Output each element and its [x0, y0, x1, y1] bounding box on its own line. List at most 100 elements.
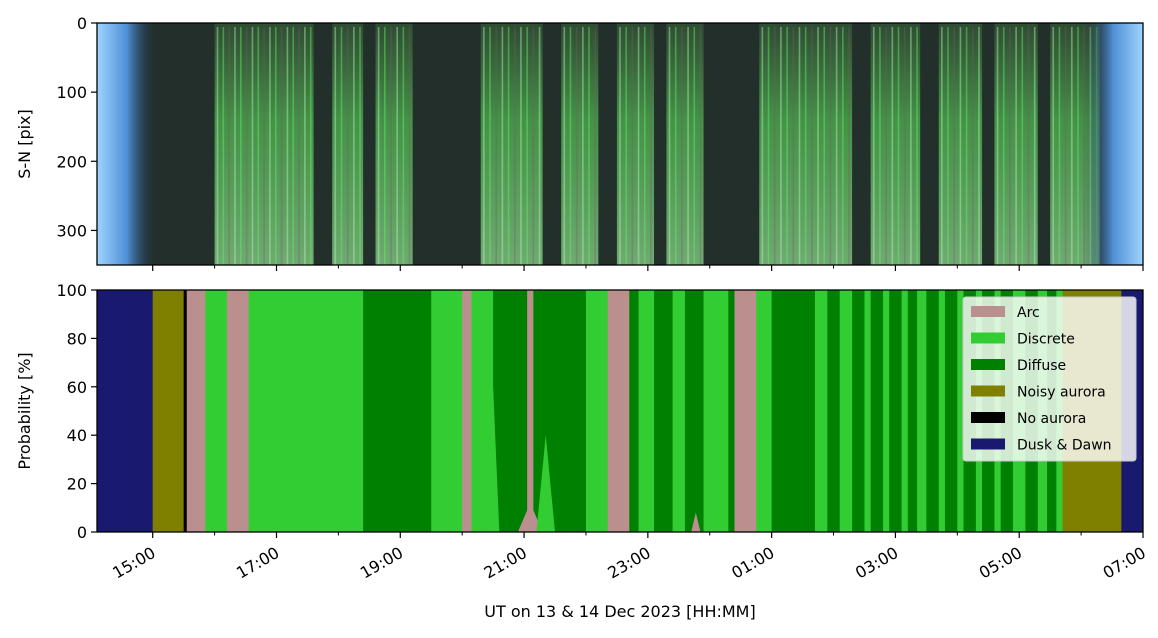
probability-segment — [728, 290, 735, 532]
probability-segment — [756, 290, 773, 532]
probability-segment — [734, 290, 757, 532]
probability-segment — [852, 290, 865, 532]
probability-segment — [585, 290, 609, 532]
probability-x-tick-label: 15:00 — [109, 543, 158, 583]
probability-segment — [926, 290, 940, 532]
legend-label: Discrete — [1017, 332, 1075, 348]
keogram-band — [375, 23, 413, 265]
legend-swatch — [971, 332, 1005, 344]
legend-swatch — [971, 359, 1005, 370]
probability-spike — [486, 386, 500, 532]
keogram-band — [870, 23, 921, 265]
probability-spike — [517, 502, 543, 532]
keogram-band — [759, 23, 853, 265]
keogram-x-ticks — [152, 265, 1144, 271]
probability-segment — [883, 290, 890, 532]
keogram-band — [480, 23, 543, 265]
probability-segment — [957, 290, 964, 532]
probability-x-tick-label: 23:00 — [604, 543, 653, 583]
keogram-band — [938, 23, 983, 265]
probability-segment — [672, 290, 686, 532]
probability-x-tick-label: 01:00 — [728, 543, 777, 583]
keogram-band — [214, 23, 314, 265]
probability-x-tick-label: 17:00 — [233, 543, 282, 583]
probability-segment — [431, 290, 463, 532]
legend-swatch — [971, 438, 1005, 450]
probability-segment — [944, 290, 958, 532]
probability-segment — [889, 290, 903, 532]
probability-segment — [183, 290, 188, 532]
keogram-band — [561, 23, 599, 265]
keogram-y-tick-label: 300 — [56, 221, 87, 240]
keogram-band — [666, 23, 704, 265]
probability-segment — [462, 290, 472, 532]
probability-segment — [864, 290, 872, 532]
probability-segment — [205, 290, 228, 532]
legend-swatch — [971, 385, 1005, 397]
probability-x-tick-label: 21:00 — [481, 543, 530, 583]
probability-segment — [527, 290, 534, 532]
probability-segment — [226, 290, 250, 532]
legend-label: Dusk & Dawn — [1017, 438, 1112, 454]
keogram-y-label: S-N [pix] — [15, 109, 34, 179]
probability-panel: 0 20 40 60 80 100 15:00 17:00 19:00 21:00 23:00 01… — [15, 281, 1149, 621]
probability-y-axis: 0 20 40 60 80 100 — [56, 281, 97, 542]
probability-x-tick-label: 03:00 — [852, 543, 901, 583]
probability-segment — [471, 290, 494, 532]
keogram-panel: 0 100 200 300 S-N [pix] — [15, 14, 1144, 271]
probability-segment — [907, 290, 918, 532]
legend-box — [962, 296, 1137, 462]
probability-segment — [917, 290, 927, 532]
keogram-frame — [96, 22, 1144, 266]
probability-segment — [248, 290, 364, 532]
probability-y-tick-label: 0 — [77, 523, 87, 542]
probability-segment — [493, 290, 528, 532]
probability-segment — [654, 290, 674, 532]
probability-x-tick-label: 07:00 — [1100, 543, 1149, 583]
keogram-band — [616, 23, 655, 265]
probability-segment — [152, 290, 185, 532]
probability-spike — [691, 512, 701, 532]
probability-segment — [814, 290, 828, 532]
legend-swatch — [971, 306, 1005, 317]
probability-segment — [638, 290, 655, 532]
probability-segment — [629, 290, 639, 532]
probability-segment — [186, 290, 206, 532]
probability-y-tick-label: 40 — [67, 426, 87, 445]
probability-segment — [839, 290, 853, 532]
legend-swatch — [971, 412, 1005, 423]
legend-label: Arc — [1017, 305, 1040, 321]
legend-label: No aurora — [1017, 411, 1086, 427]
probability-segment — [97, 290, 154, 532]
keogram-y-tick-label: 0 — [77, 14, 87, 33]
probability-segment — [607, 290, 630, 532]
probability-segment — [363, 290, 432, 532]
probability-segment — [684, 290, 704, 532]
probability-segment — [938, 290, 946, 532]
x-axis-label: UT on 13 & 14 Dec 2023 [HH:MM] — [484, 602, 755, 621]
probability-x-axis: 15:00 17:00 19:00 21:00 23:00 01:00 03:00 05:00… — [109, 532, 1149, 583]
keogram-y-axis: 0 100 200 300 — [56, 14, 97, 240]
probability-segment — [870, 290, 884, 532]
keogram-y-tick-label: 100 — [56, 83, 87, 102]
probability-x-tick-label: 05:00 — [976, 543, 1025, 583]
probability-y-tick-label: 80 — [67, 329, 87, 348]
keogram-y-tick-label: 200 — [56, 152, 87, 171]
probability-segment — [771, 290, 816, 532]
probability-x-tick-label: 19:00 — [357, 543, 406, 583]
legend-label: Noisy aurora — [1017, 385, 1106, 401]
keogram-dusk-edge — [97, 23, 157, 265]
legend-label: Diffuse — [1017, 358, 1066, 374]
probability-segments — [97, 290, 1144, 532]
probability-y-label: Probability [%] — [15, 352, 34, 469]
probability-spikes — [486, 386, 701, 532]
probability-segment — [827, 290, 841, 532]
keogram-dawn-edge — [1083, 23, 1143, 265]
probability-segment — [901, 290, 909, 532]
keogram-band — [332, 23, 364, 265]
keogram-band — [994, 23, 1038, 265]
probability-segment — [703, 290, 729, 532]
probability-spike — [536, 435, 556, 532]
legend: Arc Discrete Diffuse Noisy aurora No aurora D… — [962, 296, 1137, 462]
